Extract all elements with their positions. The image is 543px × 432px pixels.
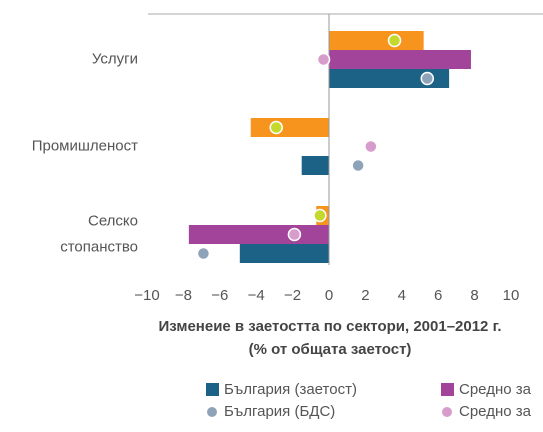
legend-swatch [442,407,452,417]
bar [188,225,329,244]
axis-title: (% от общата заетост) [249,341,412,358]
bar [301,156,329,175]
legend-swatch [207,407,217,417]
x-tick-label: 4 [398,287,406,304]
legend-label: България (БДС) [224,403,335,420]
x-tick-label: 10 [503,287,520,304]
dot [196,246,211,261]
category-label: Промишленост [32,137,138,154]
legend-swatch [206,383,219,396]
x-tick-label: −6 [211,287,228,304]
x-tick-label: −4 [248,287,265,304]
bar [250,118,329,137]
category-label: Услуги [92,50,138,67]
dot [387,33,402,48]
legend-label: Средно за [459,403,532,420]
category-label: стопанство [60,238,138,255]
bar [329,69,450,88]
category-label: Селско [88,212,138,229]
bar [239,244,329,263]
x-tick-label: 2 [361,287,369,304]
x-tick-label: −10 [134,287,159,304]
legend-swatch [441,383,454,396]
dot [364,139,378,154]
dot [269,120,283,135]
legend-label: Средно за [459,381,532,398]
bar [329,31,424,50]
dot [313,208,327,223]
dot [287,227,302,242]
axis-title: Изменеие в заетостта по сектори, 2001–20… [158,318,501,335]
x-tick-label: 0 [325,287,333,304]
legend-label: България (заетост) [224,381,357,398]
x-tick-label: 6 [434,287,442,304]
x-tick-label: 8 [470,287,478,304]
x-tick-label: −2 [284,287,301,304]
dot [351,158,365,173]
dot [420,71,435,86]
dot [316,52,331,67]
bar [329,50,471,69]
x-tick-label: −8 [175,287,192,304]
